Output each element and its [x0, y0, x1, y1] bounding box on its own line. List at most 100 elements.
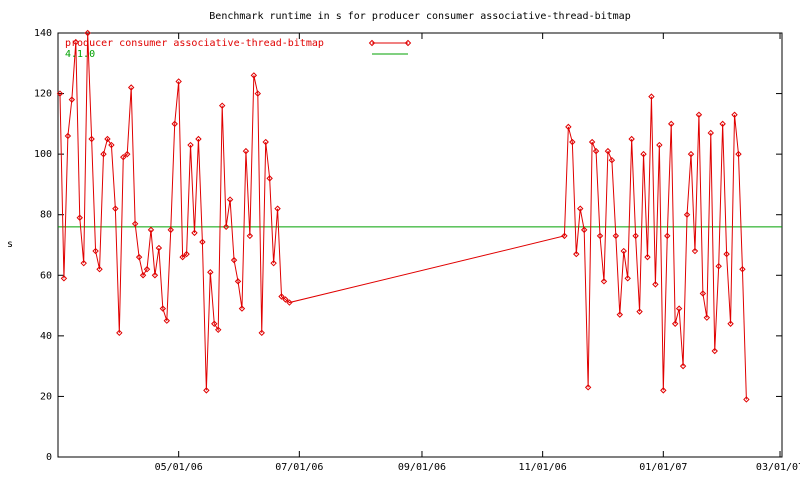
data-point: [100, 150, 107, 158]
x-tick-label: 05/01/06: [155, 462, 203, 473]
data-point: [620, 247, 627, 255]
data-point: [644, 253, 651, 261]
data-point: [632, 232, 639, 240]
data-point: [207, 269, 214, 276]
data-point: [592, 147, 600, 155]
data-point: [96, 266, 103, 273]
data-point: [739, 266, 746, 273]
data-point: [636, 308, 643, 315]
data-point: [286, 299, 293, 306]
data-point: [254, 90, 261, 97]
data-point: [616, 311, 623, 318]
data-point: [211, 320, 218, 327]
plot-border: [57, 32, 783, 458]
x-tick-label: 09/01/06: [398, 462, 446, 473]
data-point: [604, 147, 612, 155]
data-point: [731, 111, 738, 118]
y-tick-label: 60: [40, 270, 52, 281]
data-point: [608, 156, 616, 164]
data-point: [84, 29, 91, 37]
y-tick-label: 140: [34, 28, 52, 39]
data-point: [569, 138, 576, 146]
data-point: [640, 150, 647, 158]
legend-marker: [404, 39, 412, 47]
data-point: [675, 305, 683, 312]
data-point: [175, 78, 182, 85]
data-point: [183, 250, 190, 258]
data-point: [691, 247, 699, 255]
data-point: [664, 232, 671, 240]
data-point: [573, 250, 580, 258]
y-tick-label: 40: [40, 331, 52, 342]
x-tick-label: 11/01/06: [519, 462, 567, 473]
series-line: [59, 32, 747, 400]
data-point: [278, 293, 285, 300]
data-point: [652, 281, 659, 288]
data-point: [711, 347, 718, 355]
data-point: [163, 317, 171, 324]
data-point: [131, 220, 139, 228]
y-tick-label: 20: [40, 391, 52, 402]
data-point: [116, 329, 123, 337]
data-point: [179, 253, 186, 261]
data-point: [56, 90, 64, 97]
data-point: [699, 290, 707, 297]
legend-label: 4.1.0: [65, 49, 95, 60]
data-point: [215, 326, 222, 334]
data-point: [242, 147, 250, 155]
data-point: [195, 135, 202, 143]
data-point: [230, 256, 238, 264]
data-point: [624, 275, 631, 282]
data-point: [167, 226, 174, 234]
data-point: [218, 102, 226, 109]
data-point: [88, 135, 95, 143]
data-point: [588, 138, 596, 146]
data-point: [143, 266, 151, 273]
data-point: [64, 132, 72, 140]
data-point: [743, 396, 750, 403]
y-tick-label: 120: [34, 89, 52, 100]
data-point: [226, 196, 234, 203]
data-point: [108, 141, 115, 149]
data-point: [561, 232, 568, 240]
data-point: [104, 135, 111, 143]
data-point: [238, 305, 246, 312]
data-point: [266, 175, 273, 182]
data-point: [703, 314, 711, 321]
data-point: [203, 387, 210, 394]
data-point: [139, 272, 147, 279]
data-point: [719, 120, 726, 128]
data-point: [222, 223, 230, 231]
data-point: [60, 275, 68, 282]
y-tick-label: 100: [34, 149, 52, 160]
data-point: [648, 93, 655, 100]
data-point: [246, 232, 254, 240]
data-point: [187, 141, 194, 149]
data-point: [282, 296, 289, 303]
legend-marker: [368, 39, 376, 47]
data-point: [727, 320, 734, 327]
data-point: [707, 129, 714, 137]
data-point: [171, 120, 178, 128]
data-point: [600, 278, 608, 285]
data-point: [612, 232, 620, 240]
data-point: [735, 150, 742, 158]
data-point: [262, 138, 269, 146]
data-point: [135, 253, 143, 261]
data-point: [715, 262, 722, 270]
legend-label: producer consumer associative-thread-bit…: [65, 38, 324, 49]
chart-title: Benchmark runtime in s for producer cons…: [209, 11, 630, 22]
data-point: [124, 150, 131, 158]
data-point: [72, 38, 80, 46]
data-point: [580, 226, 588, 234]
x-tick-label: 03/01/07: [756, 462, 800, 473]
y-tick-label: 0: [46, 452, 52, 463]
x-tick-label: 07/01/06: [275, 462, 323, 473]
data-point: [234, 278, 242, 285]
data-point: [679, 362, 687, 370]
data-point: [596, 232, 604, 240]
data-point: [723, 250, 730, 258]
data-point: [258, 329, 265, 337]
data-point: [76, 214, 83, 221]
